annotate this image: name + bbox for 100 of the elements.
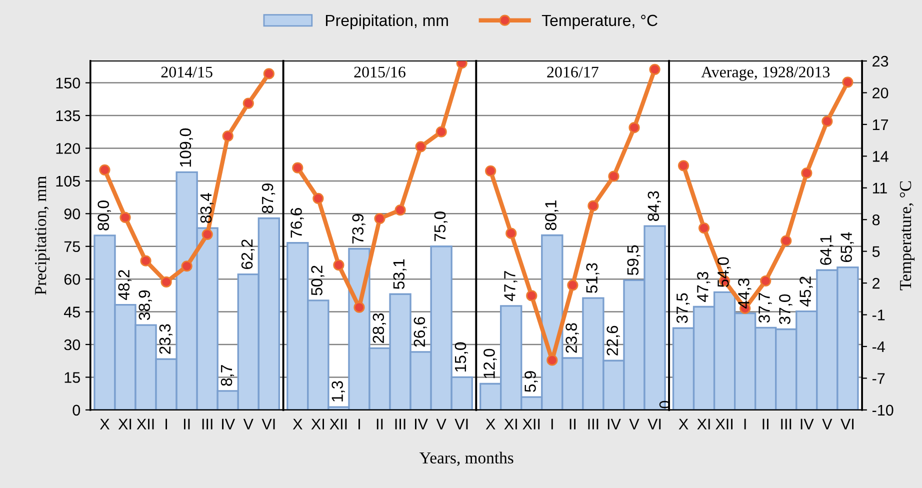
data-label: 8,7	[220, 365, 234, 386]
x-tick-label: II	[376, 418, 383, 430]
point	[698, 222, 710, 234]
point	[292, 162, 304, 174]
x-tick-label: X	[100, 418, 110, 430]
x-tick-label: VI	[454, 418, 468, 430]
data-label: 47,7	[504, 271, 518, 302]
y-tick-label: 135	[56, 110, 80, 122]
data-label: 44,3	[738, 278, 752, 309]
x-tick-label: I	[358, 418, 360, 430]
x-tick-label: X	[292, 418, 302, 430]
y-tick-label: 105	[56, 176, 80, 187]
data-label: 84,3	[648, 191, 661, 221]
data-label: 50,2	[311, 266, 324, 296]
x-tick-label: X	[486, 418, 496, 430]
data-label: 47,3	[697, 272, 710, 302]
data-label: 37,0	[779, 294, 792, 324]
y2-tick-label: 20	[872, 88, 888, 98]
x-tick-label: XI	[697, 418, 710, 430]
point	[415, 141, 426, 152]
y2-tick-label: 11	[872, 182, 887, 194]
chart-title: 2014/15	[161, 66, 212, 78]
y-tick-label: 120	[56, 143, 80, 154]
point	[436, 126, 447, 138]
point	[202, 228, 213, 240]
x-tick-label: III	[395, 418, 406, 430]
x-tick-label: V	[436, 418, 446, 430]
x-tick-label: XII	[330, 418, 347, 430]
point	[678, 160, 690, 172]
point	[780, 235, 792, 246]
data-label: 51,3	[586, 263, 600, 293]
y2-tick-label: -7	[872, 373, 885, 384]
data-label: 37,7	[758, 292, 772, 323]
data-label: 38,9	[138, 290, 152, 320]
data-label: 80,0	[98, 200, 111, 230]
point	[333, 260, 344, 271]
point	[649, 64, 660, 76]
x-tick-label: V	[243, 418, 254, 430]
data-label: 65,4	[840, 232, 854, 262]
data-label: 54,0	[718, 257, 731, 288]
data-label: 37,5	[676, 293, 690, 324]
x-tick-label: IV	[608, 418, 621, 430]
point	[312, 192, 324, 204]
x-tick-label: XII	[716, 418, 732, 430]
data-label: 87,9	[262, 183, 276, 214]
data-label: 80,1	[545, 200, 558, 230]
point	[354, 302, 365, 313]
x-tick-label: XII	[136, 418, 154, 430]
chart-title: 2015/16	[354, 66, 406, 78]
y2-axis-title: Temperature, °C	[900, 181, 915, 290]
data-label: 15,0	[454, 342, 468, 372]
x-tick-label: IV	[222, 418, 236, 430]
x-tick-label: II	[570, 418, 576, 430]
data-label: 1,3	[332, 381, 345, 402]
point	[394, 204, 406, 216]
y2-tick-label: -1	[872, 310, 885, 320]
x-tick-label: XI	[504, 418, 517, 430]
y2-tick-label: 17	[872, 119, 888, 130]
data-label: 12,0	[484, 348, 497, 378]
point	[99, 164, 110, 176]
y2-tick-label: 14	[872, 151, 888, 162]
data-label: 45,2	[800, 276, 813, 307]
point	[485, 165, 496, 177]
data-label: 26,6	[414, 317, 427, 347]
data-label: 59,5	[627, 245, 640, 276]
legend-label: Temperature, °C	[542, 14, 658, 30]
x-tick-label: IV	[800, 418, 814, 430]
x-tick-label: VI	[648, 418, 661, 430]
point	[608, 170, 620, 182]
data-label: 109,0	[180, 128, 193, 167]
x-tick-label: I	[744, 418, 746, 430]
data-label: 28,3	[372, 313, 386, 343]
y2-tick-label: 2	[872, 278, 880, 289]
y-tick-label: 30	[64, 339, 80, 350]
point	[120, 212, 131, 224]
point	[140, 255, 152, 266]
y2-tick-label: 23	[872, 56, 888, 67]
x-tick-label: VI	[262, 418, 275, 430]
data-label: 53,1	[393, 259, 406, 290]
x-tick-label: IV	[414, 418, 428, 430]
data-label: 22,6	[606, 326, 620, 356]
x-tick-label: XI	[311, 418, 324, 430]
point	[526, 290, 538, 302]
point	[822, 116, 833, 127]
point	[760, 275, 772, 286]
data-label: 76,6	[290, 208, 304, 238]
y2-tick-label: 8	[872, 214, 880, 226]
data-label: 83,4	[200, 192, 214, 223]
x-tick-label: V	[629, 418, 640, 430]
point	[242, 98, 254, 109]
chart-title: 2016/17	[547, 66, 598, 78]
y-axis-title: Precipitation, mm	[35, 176, 50, 295]
point	[374, 212, 386, 224]
x-tick-label: III	[202, 418, 212, 430]
data-label: 64,1	[820, 235, 834, 265]
y-tick-label: 15	[64, 372, 80, 383]
x-tick-label: X	[678, 418, 688, 430]
data-label: 75,0	[434, 211, 448, 242]
y2-tick-label: -4	[872, 342, 885, 352]
x-tick-label: V	[822, 418, 832, 430]
